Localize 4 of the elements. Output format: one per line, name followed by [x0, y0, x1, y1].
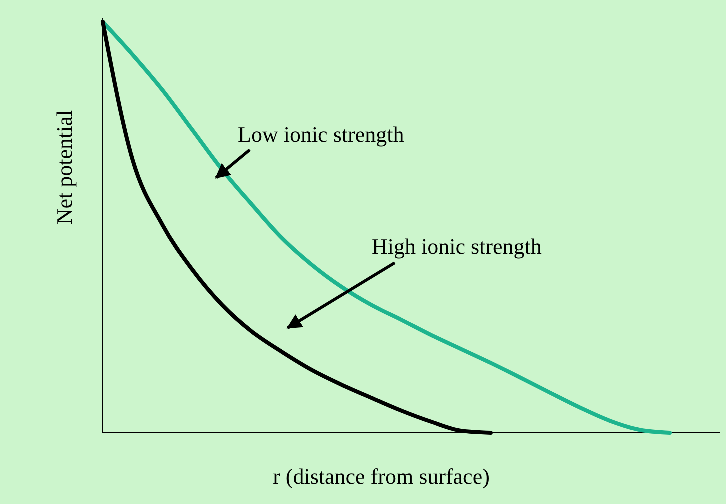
y-axis-title: Net potential	[52, 110, 77, 225]
x-axis-title: r (distance from surface)	[273, 464, 490, 489]
annotation: High ionic strength	[372, 234, 542, 259]
annotation: Low ionic strength	[238, 122, 404, 147]
